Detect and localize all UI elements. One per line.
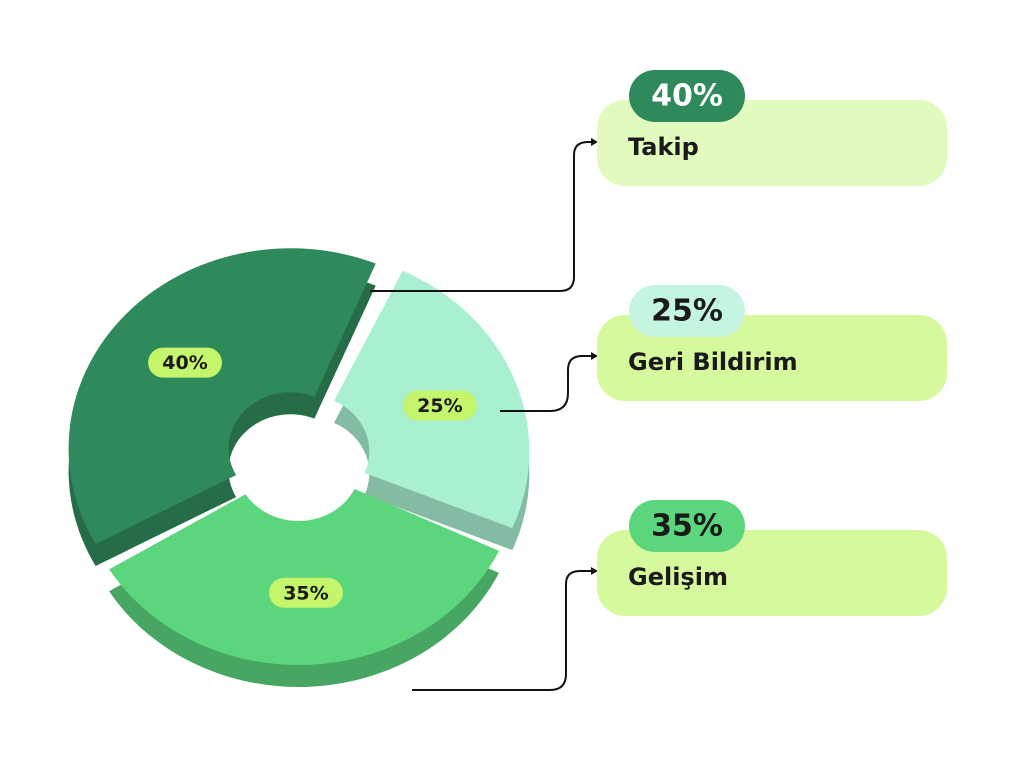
connectors xyxy=(370,141,596,691)
arrowhead xyxy=(591,352,598,360)
slice-label-bg xyxy=(402,390,477,421)
slice-label: 40% xyxy=(162,352,207,374)
arrowheads xyxy=(591,138,598,575)
slice xyxy=(68,248,376,544)
connector xyxy=(370,141,596,292)
card-title: Geri Bildirim xyxy=(628,348,798,376)
connector xyxy=(500,355,596,412)
slice-label-bg xyxy=(148,347,223,378)
badge-label: 25% xyxy=(651,294,723,329)
arrowhead xyxy=(591,567,598,575)
slice xyxy=(109,489,500,665)
card-title: Takip xyxy=(628,133,699,161)
badge xyxy=(629,285,745,337)
slice-label-bg xyxy=(268,577,343,608)
badge xyxy=(629,500,745,552)
cards: 40% Takip 25% Geri Bildirim 35% Gelişim xyxy=(597,70,947,616)
donut-labels: 40% 25% 35% xyxy=(148,347,477,608)
connector xyxy=(412,570,596,691)
slice-label: 25% xyxy=(417,395,462,417)
arrowhead xyxy=(591,138,598,146)
slice-label: 35% xyxy=(283,582,328,604)
badge xyxy=(629,70,745,122)
card-title: Gelişim xyxy=(628,563,728,591)
badge-label: 35% xyxy=(651,509,723,544)
badge-label: 40% xyxy=(651,79,723,114)
